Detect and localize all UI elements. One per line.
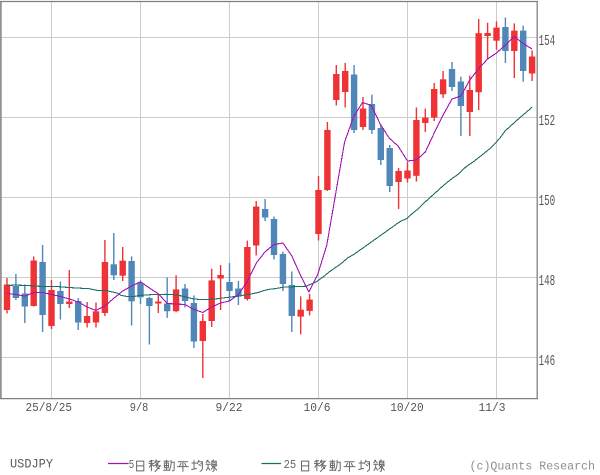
svg-text:11/3: 11/3 bbox=[479, 401, 506, 415]
svg-text:150: 150 bbox=[539, 194, 556, 210]
svg-text:154: 154 bbox=[539, 34, 556, 50]
svg-text:146: 146 bbox=[539, 354, 556, 370]
svg-text:148: 148 bbox=[539, 274, 556, 290]
svg-text:(c)Quants Research: (c)Quants Research bbox=[470, 460, 596, 474]
svg-text:10/6: 10/6 bbox=[304, 401, 331, 415]
svg-text:25/8/25: 25/8/25 bbox=[26, 401, 73, 415]
svg-text:5: 5 bbox=[129, 458, 135, 472]
svg-text:152: 152 bbox=[539, 114, 556, 130]
svg-text:10/20: 10/20 bbox=[390, 401, 424, 415]
svg-text:9/8: 9/8 bbox=[130, 401, 149, 415]
svg-text:9/22: 9/22 bbox=[216, 401, 243, 415]
svg-text:25: 25 bbox=[284, 458, 297, 472]
svg-text:USDJPY: USDJPY bbox=[10, 458, 53, 472]
